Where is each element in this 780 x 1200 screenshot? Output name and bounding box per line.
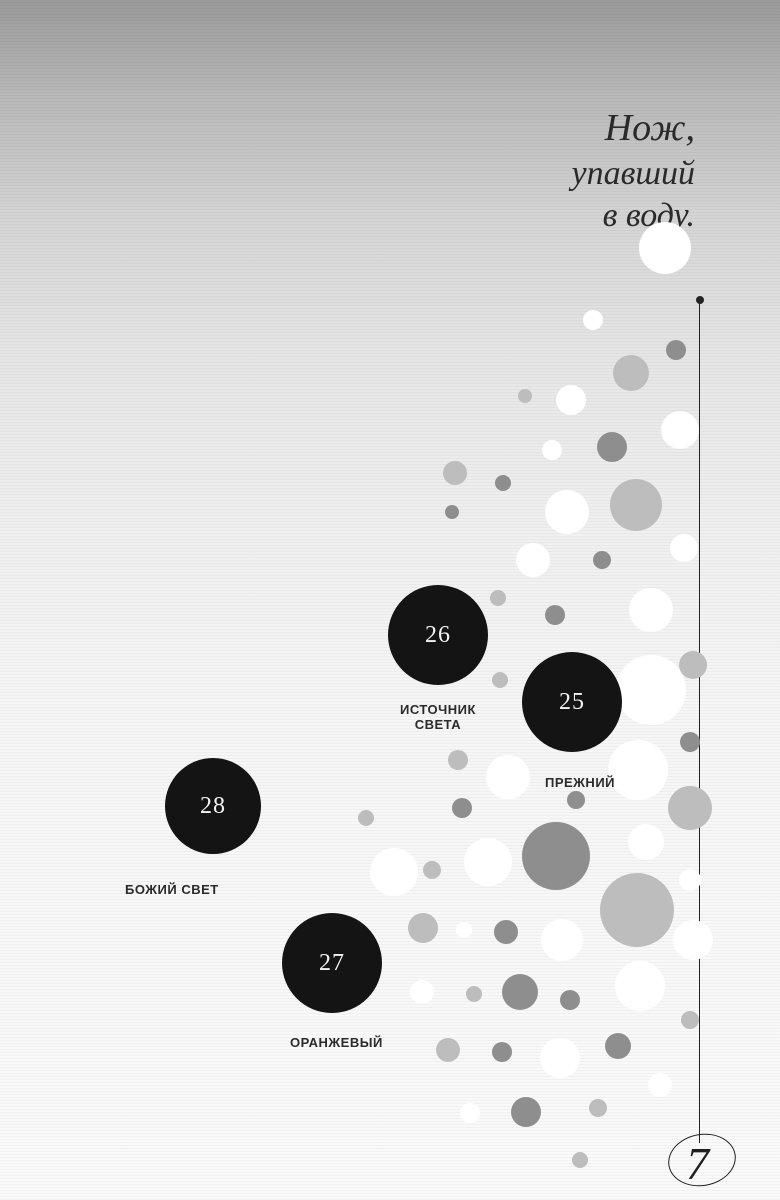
bubble — [511, 1097, 541, 1127]
book-title: Нож, упавший в воду. — [571, 105, 695, 238]
bubble — [541, 919, 583, 961]
bubble — [608, 740, 668, 800]
bubble — [605, 1033, 631, 1059]
bubble — [666, 340, 686, 360]
chapter-label: ОРАНЖЕВЫЙ — [290, 1035, 383, 1050]
chapter-circle-26: 26 — [388, 585, 488, 685]
bubble — [613, 355, 649, 391]
bubble — [495, 475, 511, 491]
bubble — [423, 861, 441, 879]
bubble — [436, 1038, 460, 1062]
bubble — [410, 980, 434, 1004]
bubble — [589, 1099, 607, 1117]
chapter-circle-25: 25 — [522, 652, 622, 752]
bubble — [679, 651, 707, 679]
bubble — [545, 605, 565, 625]
chapter-number: 26 — [425, 622, 451, 649]
bubble — [516, 543, 550, 577]
bubble — [456, 922, 472, 938]
volume-number: 7 — [686, 1137, 709, 1190]
bubble — [466, 986, 482, 1002]
chapter-number: 25 — [559, 689, 585, 716]
bubble — [628, 824, 664, 860]
bubble — [542, 440, 562, 460]
bubble — [556, 385, 586, 415]
bubble — [629, 588, 673, 632]
bubble — [540, 1038, 580, 1078]
divider-top-dot — [696, 296, 704, 304]
bubble — [610, 479, 662, 531]
bubble — [597, 432, 627, 462]
bubble — [661, 411, 699, 449]
bubble — [492, 672, 508, 688]
bubble — [445, 505, 459, 519]
bubble — [408, 913, 438, 943]
bubble — [648, 1073, 672, 1097]
bubble — [600, 873, 674, 947]
contents-page: Нож, упавший в воду. 7 25 ПРЕЖНИЙ 26 ИСТОЧН… — [0, 0, 780, 1200]
chapter-label: БОЖИЙ СВЕТ — [125, 882, 219, 897]
chapter-label: ПРЕЖНИЙ — [545, 775, 615, 790]
bubble — [560, 990, 580, 1010]
bubble — [639, 222, 691, 274]
bubble — [490, 590, 506, 606]
bubble — [681, 1011, 699, 1029]
bubble — [615, 961, 665, 1011]
bubble — [583, 310, 603, 330]
bubble — [673, 920, 713, 960]
chapter-label: ИСТОЧНИК СВЕТА — [400, 702, 476, 732]
bubble — [545, 490, 589, 534]
bubble — [668, 786, 712, 830]
title-line-1: Нож, — [571, 105, 695, 153]
bubble — [670, 534, 698, 562]
bubble — [616, 655, 686, 725]
bubble — [567, 791, 585, 809]
bubble — [572, 1152, 588, 1168]
title-line-2: упавший — [571, 153, 695, 196]
chapter-number: 27 — [319, 950, 345, 977]
bubble — [518, 389, 532, 403]
bubble — [448, 750, 468, 770]
bubble — [443, 461, 467, 485]
bubble — [460, 1103, 480, 1123]
bubble — [680, 732, 700, 752]
bubble — [452, 798, 472, 818]
vertical-divider — [699, 300, 700, 1143]
chapter-circle-28: 28 — [165, 758, 261, 854]
bubble — [502, 974, 538, 1010]
chapter-circle-27: 27 — [282, 913, 382, 1013]
bubble — [522, 822, 590, 890]
bubble — [492, 1042, 512, 1062]
bubble — [486, 755, 530, 799]
bubble — [593, 551, 611, 569]
bubble — [358, 810, 374, 826]
bubble — [370, 848, 418, 896]
bubble — [464, 838, 512, 886]
bubble — [494, 920, 518, 944]
bubble — [679, 869, 701, 891]
chapter-number: 28 — [200, 793, 226, 820]
